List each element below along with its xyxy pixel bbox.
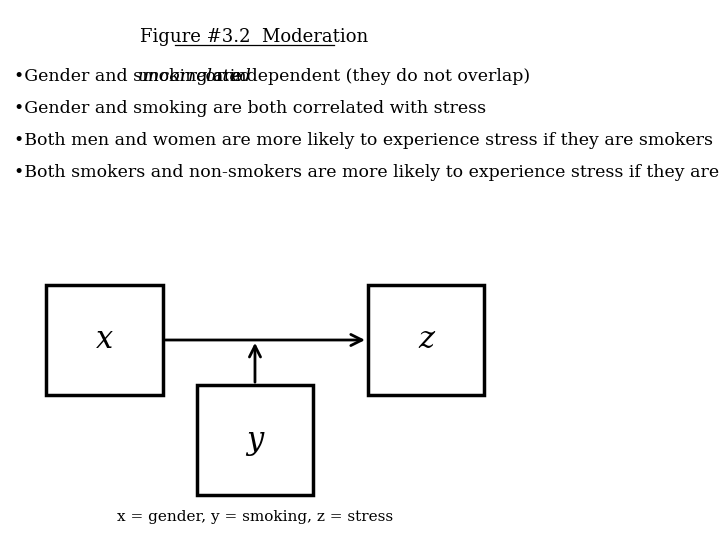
Text: •Gender and smoking are: •Gender and smoking are <box>14 68 248 85</box>
Text: x = gender, y = smoking, z = stress: x = gender, y = smoking, z = stress <box>117 510 393 524</box>
Text: or independent (they do not overlap): or independent (they do not overlap) <box>200 68 531 85</box>
Text: x: x <box>96 325 113 355</box>
Text: •Both men and women are more likely to experience stress if they are smokers: •Both men and women are more likely to e… <box>14 132 713 149</box>
FancyBboxPatch shape <box>46 285 163 395</box>
Text: z: z <box>418 325 434 355</box>
Text: •Gender and smoking are both correlated with stress: •Gender and smoking are both correlated … <box>14 100 486 117</box>
Text: •Both smokers and non-smokers are more likely to experience stress if they are m: •Both smokers and non-smokers are more l… <box>14 164 720 181</box>
Text: Figure #3.2  Moderation: Figure #3.2 Moderation <box>140 28 369 46</box>
Text: y: y <box>246 424 264 456</box>
FancyBboxPatch shape <box>368 285 485 395</box>
Text: uncorrelated: uncorrelated <box>138 68 252 85</box>
FancyBboxPatch shape <box>197 385 313 495</box>
